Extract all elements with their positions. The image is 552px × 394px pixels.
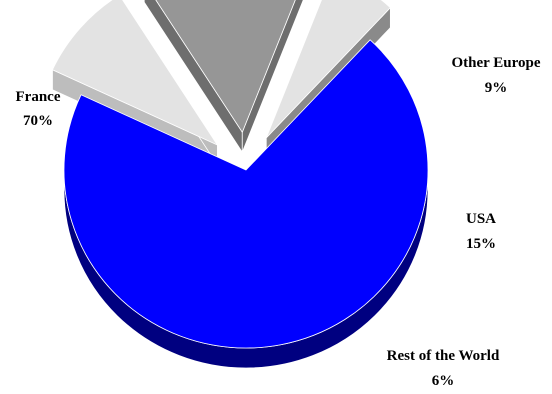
slice-usa xyxy=(155,0,296,133)
label-france-name: France xyxy=(16,89,61,105)
pie-top-layer xyxy=(52,0,429,349)
label-usa-name: USA xyxy=(466,211,496,227)
slice-other-europe xyxy=(52,0,218,146)
label-rest-of-world-value: 6% xyxy=(432,373,455,389)
label-france-value: 70% xyxy=(23,113,53,129)
slice-france xyxy=(63,39,429,349)
label-usa-value: 15% xyxy=(466,236,496,252)
label-other-europe-name: Other Europe xyxy=(451,55,540,71)
label-rest-of-world-name: Rest of the World xyxy=(387,348,500,364)
label-other-europe-value: 9% xyxy=(485,80,508,96)
slice-rest-of-world xyxy=(265,0,391,139)
